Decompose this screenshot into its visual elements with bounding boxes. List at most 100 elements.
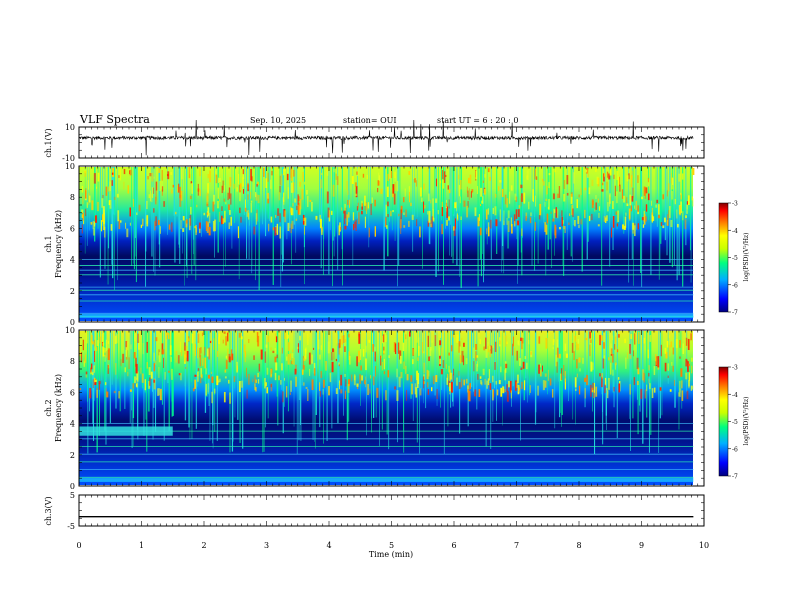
spectral-speckle (617, 349, 619, 353)
spectral-speckle (225, 355, 227, 359)
spectral-speckle (538, 336, 541, 344)
spectral-speckle (469, 382, 471, 390)
spectral-speckle (217, 350, 219, 358)
spectral-speckle (664, 347, 667, 354)
spectral-speckle (218, 337, 220, 345)
spectral-speckle (671, 191, 673, 200)
spectral-speckle (148, 367, 151, 375)
y-tick-label: 10 (65, 123, 75, 132)
spectral-speckle (361, 210, 363, 215)
spectral-speckle (539, 203, 542, 216)
spectral-speckle (93, 173, 96, 184)
spectral-speckle (197, 375, 199, 382)
spectral-speckle (485, 209, 488, 220)
spectral-speckle (104, 226, 106, 238)
spectral-speckle (229, 392, 231, 404)
spectral-speckle (212, 221, 215, 232)
spectral-speckle (643, 186, 646, 196)
spectral-speckle (91, 200, 94, 211)
spectral-speckle (591, 179, 594, 187)
spectral-speckle (264, 378, 266, 389)
spectral-speckle (282, 391, 284, 403)
spectral-speckle (643, 337, 645, 344)
spectral-speckle (299, 181, 302, 187)
spectral-speckle (281, 363, 283, 371)
spectral-speckle (622, 224, 624, 229)
spectral-speckle (242, 189, 245, 194)
spectral-speckle (397, 342, 400, 354)
spectral-speckle (319, 390, 321, 397)
spectral-speckle (614, 185, 616, 197)
spectral-speckle (498, 380, 501, 385)
spectral-speckle (403, 225, 406, 228)
spectral-speckle (188, 167, 190, 178)
spectral-speckle (372, 376, 375, 386)
spectral-speckle (92, 379, 94, 389)
spectral-speckle (213, 388, 216, 394)
spectral-speckle (668, 334, 670, 338)
spectral-speckle (206, 202, 209, 207)
spectral-speckle (454, 218, 457, 229)
spectral-speckle (573, 172, 575, 184)
spectral-speckle (492, 389, 494, 401)
spectral-speckle (201, 332, 203, 337)
spectral-speckle (319, 218, 322, 229)
spectral-speckle (563, 364, 565, 376)
spectral-speckle (675, 339, 678, 348)
spectral-speckle (351, 176, 354, 184)
spectral-speckle (142, 342, 144, 355)
spectral-speckle (340, 226, 342, 231)
spectral-speckle (412, 359, 414, 365)
spectral-speckle (419, 388, 422, 396)
spectral-speckle (492, 375, 494, 383)
spectral-speckle (305, 189, 308, 195)
spectral-speckle (233, 183, 236, 189)
spectral-speckle (480, 204, 482, 207)
spectral-speckle (297, 194, 299, 205)
spectral-speckle (471, 189, 474, 193)
spectral-speckle (503, 388, 506, 393)
spectral-speckle (135, 363, 138, 374)
spectral-speckle (681, 390, 684, 401)
spectral-speckle (504, 369, 506, 381)
spectral-speckle (327, 207, 330, 218)
spectral-speckle (430, 220, 432, 225)
spectral-speckle (189, 174, 191, 179)
spectral-speckle (390, 170, 393, 179)
spectral-speckle (338, 225, 340, 236)
start-time-label: start UT = 6 : 20 : 0 (437, 116, 518, 125)
spectral-speckle (495, 219, 498, 227)
spectral-speckle (626, 203, 629, 207)
spectral-speckle (458, 174, 460, 180)
spectral-speckle (506, 217, 508, 225)
spectral-speckle (158, 388, 160, 396)
spectral-speckle (335, 173, 337, 180)
spectral-speckle (159, 226, 161, 234)
spectral-speckle (685, 372, 688, 380)
low-frequency-strip (79, 314, 694, 318)
spectral-speckle (688, 380, 690, 389)
spectral-speckle (163, 201, 166, 207)
spectral-speckle (172, 184, 175, 188)
spectral-speckle (79, 343, 81, 354)
spectral-speckle (390, 210, 392, 217)
spectral-speckle (396, 390, 399, 401)
spectral-speckle (287, 222, 290, 232)
spectral-speckle (432, 375, 435, 385)
spectral-speckle (554, 168, 556, 173)
spectral-speckle (155, 216, 157, 226)
spectral-speckle (291, 208, 294, 216)
spectral-speckle (483, 346, 486, 351)
ch1-ylabel: ch.1(V) (44, 128, 53, 157)
spectral-speckle (603, 173, 605, 182)
spectral-speckle (291, 353, 294, 359)
y-tick-label: -5 (67, 522, 75, 531)
spectral-speckle (366, 174, 369, 180)
spectral-speckle (566, 192, 569, 196)
spectral-speckle (608, 357, 610, 361)
spectral-speckle (398, 213, 400, 217)
spectral-speckle (354, 221, 357, 229)
spectral-speckle (667, 363, 670, 371)
spectral-speckle (399, 350, 402, 360)
spectral-speckle (332, 348, 334, 353)
